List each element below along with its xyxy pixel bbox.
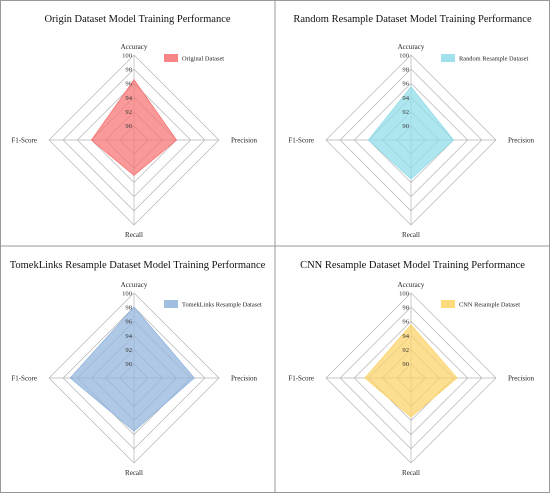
- axis-label-accuracy: Accuracy: [121, 43, 148, 51]
- axis-label-precision: Precision: [508, 137, 535, 145]
- tick-label: 98: [125, 67, 132, 74]
- radar-panel: TomekLinks Resample Dataset Model Traini…: [10, 260, 266, 477]
- legend-swatch: [164, 300, 178, 308]
- tick-label: 98: [125, 305, 132, 312]
- data-point: [133, 79, 135, 81]
- data-point: [69, 377, 71, 379]
- data-point: [133, 174, 135, 177]
- tick-label: 92: [125, 109, 132, 116]
- chart-title: CNN Resample Dataset Model Training Perf…: [300, 260, 525, 271]
- axis-label-precision: Precision: [231, 375, 258, 383]
- tick-label: 94: [402, 333, 409, 340]
- series-area: [364, 324, 458, 418]
- tick-label: 90: [125, 123, 132, 130]
- data-point: [133, 430, 135, 432]
- legend-label: Original Dataset: [182, 56, 224, 63]
- chart-title: Origin Dataset Model Training Performanc…: [44, 14, 230, 25]
- legend-swatch: [441, 300, 455, 308]
- axis-label-accuracy: Accuracy: [398, 281, 425, 289]
- tick-label: 96: [402, 81, 409, 88]
- series-area: [69, 306, 195, 432]
- data-point: [410, 86, 412, 88]
- chart-title: Random Resample Dataset Model Training P…: [293, 14, 532, 25]
- tick-label: 92: [125, 347, 132, 354]
- data-point: [456, 377, 458, 379]
- tick-label: 100: [122, 52, 133, 59]
- tick-label: 98: [402, 67, 409, 74]
- radar-panel: Random Resample Dataset Model Training P…: [288, 14, 534, 239]
- series-area: [90, 79, 178, 176]
- data-point: [133, 306, 135, 308]
- tick-label: 90: [402, 123, 409, 130]
- tick-label: 96: [402, 319, 409, 326]
- axis-label-recall: Recall: [125, 469, 143, 477]
- axis-label-recall: Recall: [402, 469, 420, 477]
- data-point: [410, 416, 412, 418]
- chart-title: TomekLinks Resample Dataset Model Traini…: [10, 260, 266, 271]
- data-point: [452, 139, 455, 141]
- tick-label: 98: [402, 305, 409, 312]
- tick-label: 100: [399, 290, 410, 297]
- legend-label: CNN Resample Dataset: [459, 302, 520, 309]
- tick-label: 94: [125, 333, 132, 340]
- legend-swatch: [164, 54, 178, 62]
- legend-label: TomekLinks Resample Dataset: [182, 302, 262, 309]
- data-point: [410, 324, 412, 326]
- axis-label-recall: Recall: [402, 231, 420, 239]
- tick-label: 100: [122, 290, 133, 297]
- axis-label-accuracy: Accuracy: [121, 281, 148, 289]
- data-point: [410, 178, 412, 180]
- data-point: [193, 377, 195, 379]
- radar-panel: Origin Dataset Model Training Performanc…: [11, 14, 257, 239]
- data-point: [367, 139, 370, 141]
- axis-label-recall: Recall: [125, 231, 143, 239]
- axis-label-precision: Precision: [508, 375, 535, 383]
- tick-label: 92: [402, 109, 409, 116]
- axis-label-f1-score: F1-Score: [11, 137, 37, 145]
- radar-panel: CNN Resample Dataset Model Training Perf…: [288, 260, 534, 477]
- axis-label-f1-score: F1-Score: [11, 375, 37, 383]
- legend-swatch: [441, 54, 455, 62]
- data-point: [90, 139, 93, 141]
- tick-label: 94: [125, 95, 132, 102]
- data-point: [364, 377, 366, 379]
- axis-label-f1-score: F1-Score: [288, 375, 314, 383]
- tick-label: 96: [125, 319, 132, 326]
- tick-label: 96: [125, 81, 132, 88]
- tick-label: 100: [399, 52, 410, 59]
- axis-label-accuracy: Accuracy: [398, 43, 425, 51]
- series-area: [367, 86, 455, 180]
- axis-label-f1-score: F1-Score: [288, 137, 314, 145]
- axis-label-precision: Precision: [231, 137, 258, 145]
- tick-label: 90: [402, 361, 409, 368]
- legend-label: Random Resample Dataset: [459, 56, 528, 63]
- data-point: [175, 139, 178, 141]
- tick-label: 94: [402, 95, 409, 102]
- tick-label: 90: [125, 361, 132, 368]
- tick-label: 92: [402, 347, 409, 354]
